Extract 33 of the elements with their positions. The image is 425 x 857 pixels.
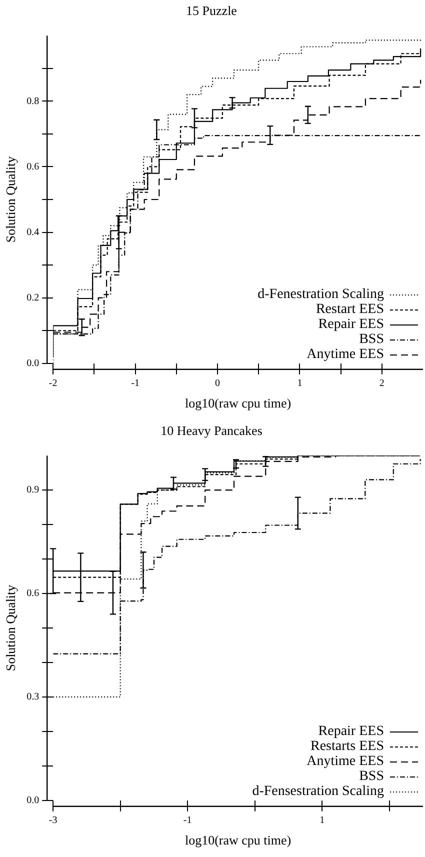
chart-title: 15 Puzzle (186, 3, 238, 18)
x-axis-title: log10(raw cpu time) (184, 832, 292, 848)
x-axis-title: log10(raw cpu time) (184, 396, 292, 411)
x-tick-label: -3 (48, 815, 58, 826)
legend-label: Restarts EES (310, 739, 384, 754)
x-tick-label: -1 (131, 378, 140, 390)
y-tick-label: 0.8 (26, 96, 40, 107)
y-tick-label: 0.0 (26, 795, 40, 806)
x-tick-label: 1 (320, 815, 325, 826)
legend-label: Repair EES (318, 724, 384, 740)
x-tick-label: 0 (215, 378, 220, 390)
legend-label: d-Fenestration Scaling (258, 287, 384, 302)
legend-label: Anytime EES (306, 754, 384, 770)
y-tick-label: 0.2 (26, 292, 40, 304)
x-tick-label: 1 (297, 378, 302, 390)
legend-label: BSS (359, 332, 384, 348)
x-tick-label: -2 (48, 378, 58, 390)
y-tick-label: 0.3 (26, 692, 40, 703)
chart-title: 10 Heavy Pancakes (160, 423, 262, 438)
y-tick-label: 0.4 (26, 226, 40, 238)
x-tick-label: -1 (183, 815, 192, 826)
legend-label: BSS (359, 769, 384, 784)
legend-label: d-Fensestration Scaling (252, 784, 384, 800)
y-tick-label: 0.6 (26, 588, 40, 600)
y-tick-label: 0.9 (26, 484, 40, 496)
y-tick-label: 0.6 (26, 161, 40, 172)
legend-label: Repair EES (318, 317, 384, 332)
y-axis-title: Solution Quality (3, 156, 18, 243)
legend-label: Anytime EES (306, 347, 384, 362)
x-tick-label: 2 (379, 378, 384, 390)
legend-label: Restart EES (316, 302, 384, 318)
y-axis-title: Solution Quality (3, 584, 18, 672)
y-tick-label: 0.0 (26, 358, 40, 370)
